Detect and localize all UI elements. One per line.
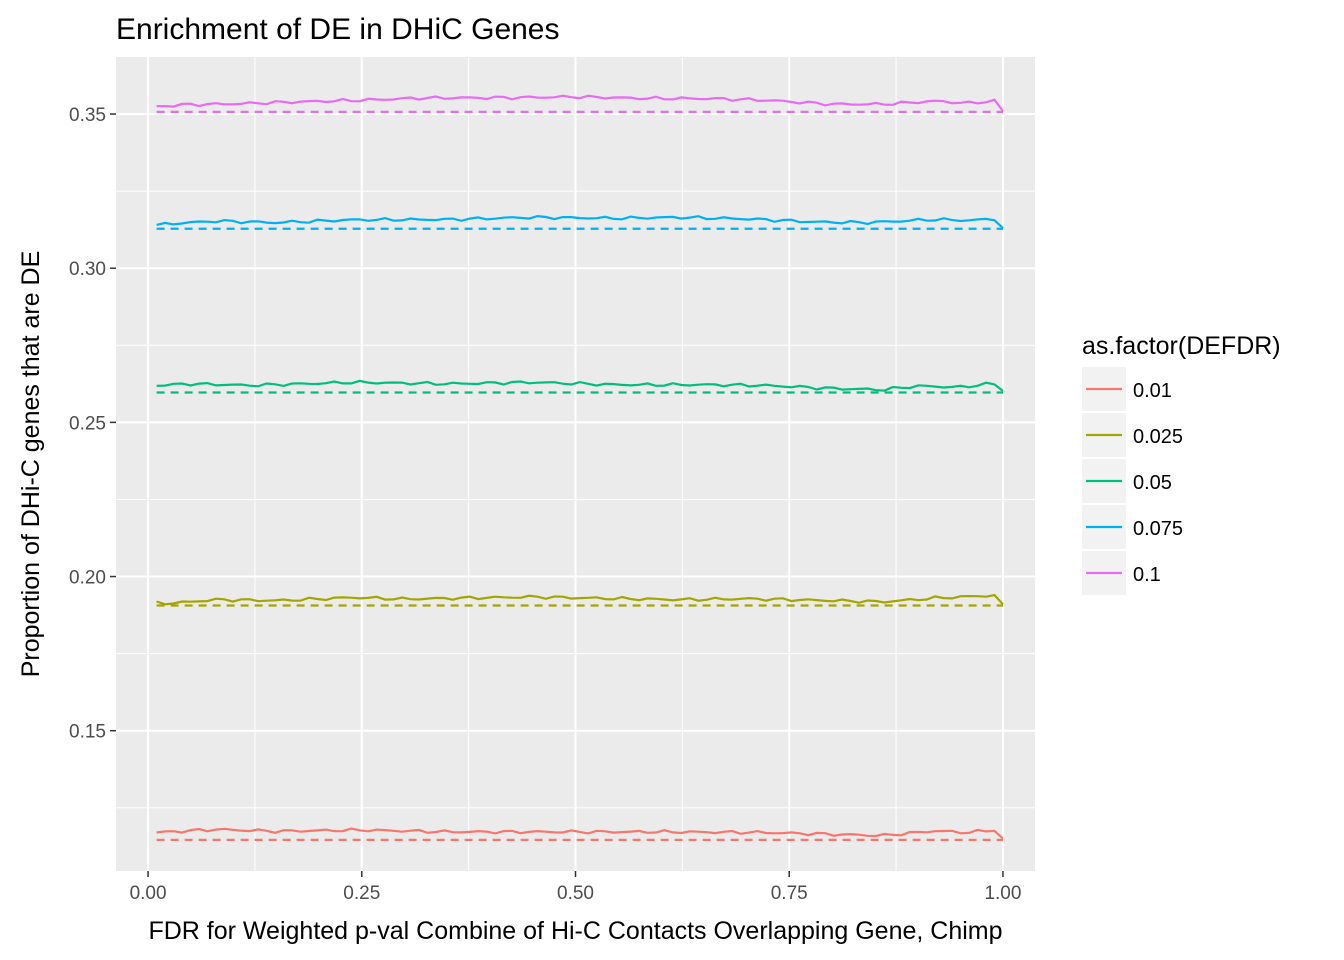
x-tick-label: 0.00 — [130, 883, 167, 904]
x-tick-label: 0.75 — [771, 883, 808, 904]
chart-title: Enrichment of DE in DHiC Genes — [116, 13, 560, 46]
x-tick-label: 1.00 — [984, 883, 1021, 904]
y-tick-label: 0.15 — [69, 722, 106, 743]
legend-label: 0.05 — [1133, 472, 1172, 494]
x-tick-label: 0.25 — [343, 883, 380, 904]
y-tick-label: 0.20 — [69, 568, 106, 589]
legend-label: 0.025 — [1133, 426, 1183, 448]
x-axis-label: FDR for Weighted p-val Combine of Hi-C C… — [148, 917, 1002, 945]
legend-label: 0.075 — [1133, 518, 1183, 540]
series-line-0.01 — [156, 827, 1004, 840]
series-line-0.075 — [156, 214, 1004, 229]
legend-items: 0.01 0.025 0.05 0.075 0.1 — [1082, 367, 1183, 595]
series-line-0.1 — [156, 94, 1004, 112]
y-axis: 0.15 0.20 0.25 0.30 0.35 — [69, 105, 116, 743]
legend-title: as.factor(DEFDR) — [1082, 332, 1281, 360]
legend-label: 0.1 — [1133, 564, 1161, 586]
series-layer — [156, 94, 1004, 841]
legend: as.factor(DEFDR) 0.01 0.025 0.05 0.075 0.1 — [1082, 332, 1281, 595]
y-tick-label: 0.35 — [69, 105, 106, 126]
series-line-0.05 — [156, 379, 1004, 392]
grid-major — [116, 57, 1035, 871]
x-tick-label: 0.50 — [557, 883, 594, 904]
y-tick-label: 0.30 — [69, 259, 106, 280]
y-axis-label: Proportion of DHi-C genes that are DE — [17, 251, 45, 678]
y-tick-label: 0.25 — [69, 413, 106, 434]
x-axis: 0.00 0.25 0.50 0.75 1.00 — [130, 871, 1021, 904]
legend-label: 0.01 — [1133, 380, 1172, 402]
series-line-0.025 — [156, 593, 1004, 606]
